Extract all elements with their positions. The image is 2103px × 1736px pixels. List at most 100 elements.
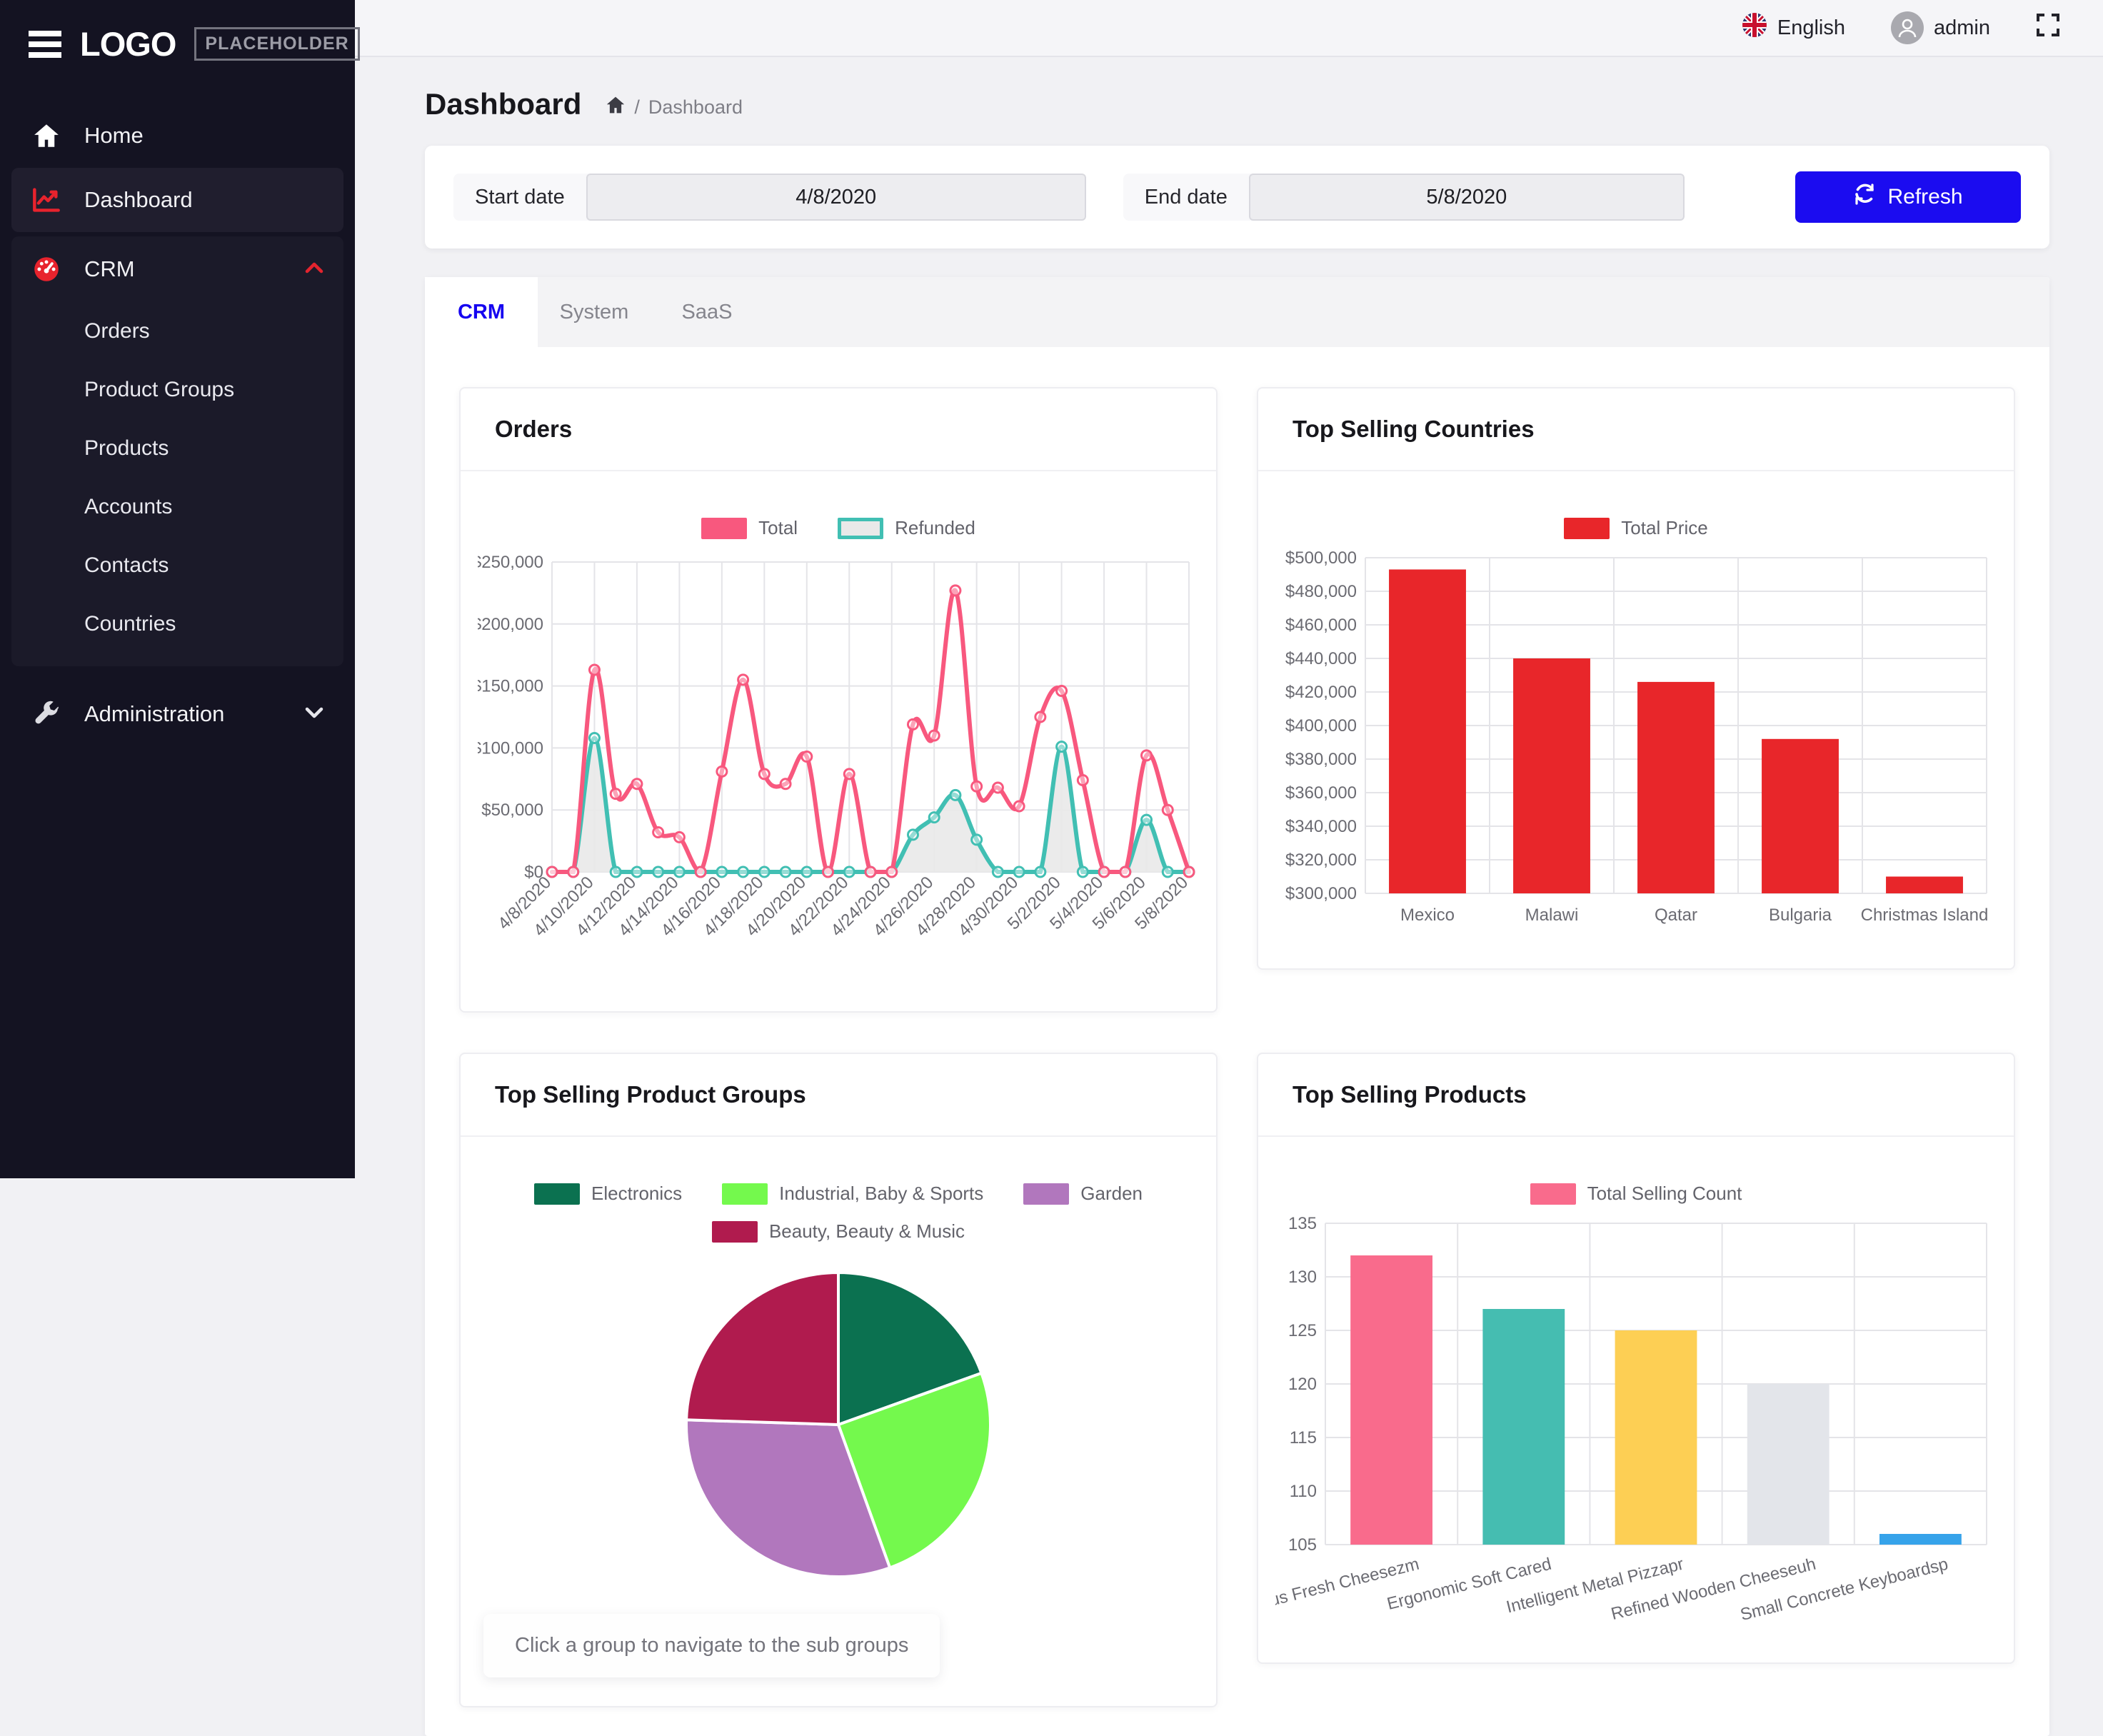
main-content: Dashboard / Dashboard Start date End dat… — [355, 57, 2103, 1736]
electronics-legend-swatch — [533, 1183, 580, 1205]
countries-chart-card: Top Selling Countries Total Price $300,0… — [1257, 387, 2015, 970]
tab-strip: CRM System SaaS — [425, 277, 2049, 347]
svg-text:Christmas Island: Christmas Island — [1861, 905, 1989, 925]
svg-text:Mexico: Mexico — [1400, 905, 1455, 925]
svg-text:$0: $0 — [524, 863, 543, 882]
start-date-input[interactable] — [586, 174, 1086, 221]
total-legend-swatch — [701, 517, 748, 539]
date-filter-card: Start date End date Refresh — [425, 146, 2049, 249]
product-groups-legend: Electronics Industrial, Baby & Sports Ga… — [506, 1183, 1170, 1243]
product-groups-chart-card: Top Selling Product Groups Electronics I… — [459, 1053, 1218, 1707]
end-date-input[interactable] — [1248, 174, 1685, 221]
svg-text:$300,000: $300,000 — [1285, 884, 1357, 903]
pie-hint-note: Click a group to navigate to the sub gro… — [483, 1614, 940, 1677]
sidebar-item-countries[interactable]: Countries — [84, 612, 176, 636]
refunded-legend-label: Refunded — [895, 517, 975, 538]
garden-legend-label: Garden — [1080, 1183, 1143, 1204]
fullscreen-icon — [2036, 13, 2060, 43]
tab-saas[interactable]: SaaS — [681, 300, 733, 323]
total-legend-label: Total — [758, 517, 798, 538]
svg-text:$400,000: $400,000 — [1285, 716, 1357, 736]
tab-crm[interactable]: CRM — [425, 277, 538, 347]
breadcrumb-item[interactable]: Dashboard — [648, 96, 743, 118]
sidebar-item-product-groups[interactable]: Product Groups — [84, 378, 235, 401]
svg-text:$380,000: $380,000 — [1285, 750, 1357, 769]
user-menu[interactable]: admin — [1891, 11, 1990, 44]
breadcrumb-home-icon[interactable] — [606, 96, 626, 119]
products-bar-chart[interactable]: 105 110 115 120 125 130 135 Gorgeous Fresh Chee… — [1212, 1209, 1997, 1637]
svg-text:$440,000: $440,000 — [1285, 649, 1357, 668]
sidebar-item-label: Dashboard — [84, 187, 193, 212]
charts-panel: CRM System SaaS Orders Total Refunded $0… — [425, 277, 2049, 1736]
wrench-icon — [30, 701, 63, 728]
svg-text:105: 105 — [1288, 1535, 1317, 1555]
chart-line-icon — [30, 187, 63, 213]
svg-text:125: 125 — [1288, 1321, 1317, 1340]
sidebar-item-dashboard[interactable]: Dashboard — [11, 168, 343, 232]
uk-flag-icon — [1742, 12, 1767, 44]
brand: LOGO PLACEHOLDER — [0, 0, 360, 82]
orders-chart-card: Orders Total Refunded $0 $50,000 $100,000 $… — [459, 387, 1218, 1013]
industrial-legend-swatch — [722, 1183, 768, 1205]
chevron-down-icon — [302, 701, 326, 727]
gauge-icon — [30, 256, 63, 283]
sidebar-item-products[interactable]: Products — [84, 436, 169, 460]
refresh-label: Refresh — [1887, 185, 1963, 209]
products-chart-card: Top Selling Products Total Selling Count… — [1212, 1053, 2015, 1664]
sidebar-item-home[interactable]: Home — [11, 104, 343, 168]
start-date-group: Start date — [453, 174, 1086, 221]
svg-text:$340,000: $340,000 — [1285, 817, 1357, 836]
sidebar-item-crm[interactable]: CRM — [11, 236, 343, 302]
end-date-group: End date — [1123, 174, 1685, 221]
industrial-legend-label: Industrial, Baby & Sports — [779, 1183, 984, 1204]
svg-text:$460,000: $460,000 — [1285, 616, 1357, 635]
sidebar-item-label: Home — [84, 123, 144, 148]
orders-chart-title: Orders — [495, 416, 573, 442]
fullscreen-button[interactable] — [2036, 13, 2060, 43]
svg-text:$500,000: $500,000 — [1285, 548, 1357, 568]
tab-system[interactable]: System — [559, 300, 629, 323]
language-label: English — [1777, 16, 1845, 39]
end-date-label: End date — [1144, 185, 1228, 209]
selling-count-legend-label: Total Selling Count — [1587, 1183, 1742, 1204]
home-icon — [30, 123, 63, 149]
logo: LOGO — [80, 25, 176, 63]
sidebar-group-crm: CRM Orders Product Groups Products Accou… — [11, 236, 343, 666]
countries-chart-title: Top Selling Countries — [1293, 416, 1535, 442]
chevron-up-icon — [302, 256, 326, 282]
svg-text:$50,000: $50,000 — [481, 801, 543, 820]
sidebar-item-label: CRM — [84, 256, 135, 281]
sidebar-item-administration[interactable]: Administration — [11, 682, 343, 746]
electronics-legend-label: Electronics — [591, 1183, 683, 1204]
beauty-legend-swatch — [711, 1220, 758, 1243]
refresh-icon — [1853, 183, 1876, 211]
avatar — [1891, 11, 1924, 44]
refresh-button[interactable]: Refresh — [1795, 171, 2021, 223]
svg-text:130: 130 — [1288, 1268, 1317, 1287]
sidebar: LOGO PLACEHOLDER Home Dashboard — [0, 0, 360, 1178]
products-chart-title: Top Selling Products — [1293, 1081, 1527, 1108]
svg-text:120: 120 — [1288, 1375, 1317, 1394]
total-price-legend-swatch — [1564, 517, 1610, 539]
svg-text:$100,000: $100,000 — [478, 738, 543, 758]
sidebar-item-orders[interactable]: Orders — [84, 319, 150, 343]
language-selector[interactable]: English — [1742, 12, 1845, 44]
countries-bar-chart[interactable]: $300,000 $320,000 $340,000 $360,000 $380,000… — [1275, 543, 1997, 943]
total-price-legend-label: Total Price — [1621, 517, 1708, 538]
breadcrumb-separator: / — [634, 96, 640, 118]
svg-text:Gorgeous Fresh Cheesezm: Gorgeous Fresh Cheesezm — [1275, 1555, 1421, 1625]
svg-text:135: 135 — [1288, 1214, 1317, 1233]
product-groups-pie-chart[interactable] — [678, 1264, 999, 1585]
svg-text:115: 115 — [1290, 1428, 1317, 1447]
products-legend: Total Selling Count — [1304, 1183, 1968, 1205]
svg-text:$420,000: $420,000 — [1285, 683, 1357, 702]
svg-text:$360,000: $360,000 — [1285, 783, 1357, 803]
svg-text:$480,000: $480,000 — [1285, 582, 1357, 601]
orders-line-chart[interactable]: $0 $50,000 $100,000 $150,000 $200,000 $250,00… — [472, 543, 1199, 986]
sidebar-item-accounts[interactable]: Accounts — [84, 495, 173, 518]
svg-text:Malawi: Malawi — [1525, 905, 1579, 925]
hamburger-menu-icon[interactable] — [29, 30, 61, 58]
svg-text:$150,000: $150,000 — [478, 677, 543, 696]
refunded-legend-swatch — [838, 517, 884, 539]
sidebar-item-contacts[interactable]: Contacts — [84, 553, 169, 577]
